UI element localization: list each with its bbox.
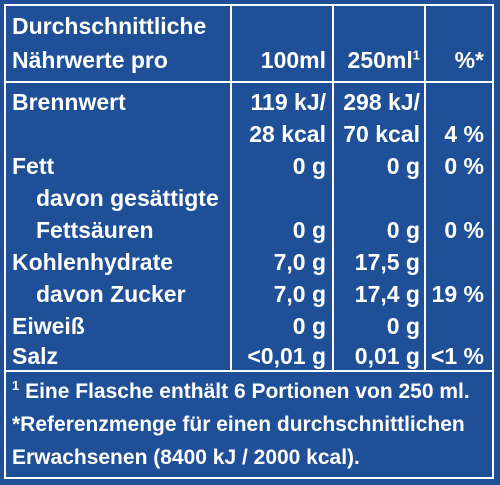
row-value-percent: 4 % <box>444 121 484 147</box>
header-divider <box>6 81 492 83</box>
row-value-250ml: 70 kcal <box>343 121 420 147</box>
row-value-250ml: 0 g <box>386 153 420 179</box>
row-value-100ml: <0,01 g <box>247 343 326 369</box>
header-col-100ml: 100ml <box>260 47 326 73</box>
row-value-percent: <1 % <box>430 343 484 369</box>
row-label: Fett <box>12 153 55 179</box>
header-label-line1: Durchschnittliche <box>12 13 207 39</box>
footnote-reference-line1: *Referenzmenge für einen durchschnittlic… <box>12 413 465 436</box>
column-divider <box>424 6 426 370</box>
row-label: Eiweiß <box>12 313 85 339</box>
row-value-250ml: 17,5 g <box>354 249 420 275</box>
row-value-100ml: 7,0 g <box>273 281 326 307</box>
row-value-100ml: 0 g <box>292 313 326 339</box>
row-label: davon gesättigte <box>36 185 219 211</box>
row-value-100ml: 119 kJ/ <box>250 89 326 115</box>
footer-divider <box>6 370 492 372</box>
row-value-100ml: 0 g <box>292 217 326 243</box>
row-value-percent: 19 % <box>431 281 484 307</box>
row-value-percent: 0 % <box>444 153 484 179</box>
footnote-marker: 1 <box>412 47 420 63</box>
column-divider <box>332 6 334 370</box>
row-label: Kohlenhydrate <box>12 249 174 275</box>
row-label: Fettsäuren <box>36 217 154 243</box>
footnote-marker: 1 <box>12 378 20 393</box>
header-col-250ml-text: 250ml <box>347 47 413 73</box>
row-value-250ml: 0,01 g <box>354 343 420 369</box>
header-label-line2: Nährwerte pro <box>12 47 168 73</box>
row-label: davon Zucker <box>36 281 186 307</box>
header-col-percent: %* <box>454 47 484 73</box>
row-label: Brennwert <box>12 89 126 115</box>
footnote-reference-line2: Erwachsenen (8400 kJ / 2000 kcal). <box>12 446 360 469</box>
row-value-250ml: 0 g <box>386 313 420 339</box>
row-value-100ml: 7,0 g <box>273 249 326 275</box>
footnote-serving-text: Eine Flasche enthält 6 Portionen von 250… <box>19 380 470 403</box>
footnote-serving: 1 Eine Flasche enthält 6 Portionen von 2… <box>12 376 470 408</box>
row-value-250ml: 0 g <box>386 217 420 243</box>
row-label: Salz <box>12 343 59 369</box>
row-value-250ml: 298 kJ/ <box>343 89 420 115</box>
header-col-250ml: 250ml1 <box>334 44 420 76</box>
nutrition-table: Durchschnittliche Nährwerte pro 100ml 25… <box>4 4 494 479</box>
row-value-100ml: 28 kcal <box>249 121 326 147</box>
row-value-100ml: 0 g <box>292 153 326 179</box>
column-divider <box>230 6 232 370</box>
row-value-250ml: 17,4 g <box>354 281 420 307</box>
row-value-percent: 0 % <box>444 217 484 243</box>
